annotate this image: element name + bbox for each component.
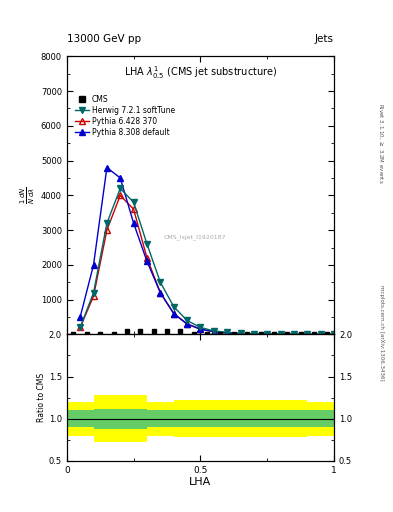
- X-axis label: LHA: LHA: [189, 477, 211, 487]
- Text: CMS_Isjet_I1920187: CMS_Isjet_I1920187: [164, 234, 226, 240]
- Text: Jets: Jets: [315, 33, 334, 44]
- Text: LHA $\lambda^{1}_{0.5}$ (CMS jet substructure): LHA $\lambda^{1}_{0.5}$ (CMS jet substru…: [124, 65, 277, 81]
- Text: 13000 GeV pp: 13000 GeV pp: [67, 33, 141, 44]
- Y-axis label: $\frac{1}{N}\frac{dN}{d\lambda}$: $\frac{1}{N}\frac{dN}{d\lambda}$: [18, 186, 37, 204]
- Text: Rivet 3.1.10, $\geq$ 3.2M events: Rivet 3.1.10, $\geq$ 3.2M events: [377, 103, 385, 184]
- Text: mcplots.cern.ch [arXiv:1306.3436]: mcplots.cern.ch [arXiv:1306.3436]: [379, 285, 384, 380]
- Legend: CMS, Herwig 7.2.1 softTune, Pythia 6.428 370, Pythia 8.308 default: CMS, Herwig 7.2.1 softTune, Pythia 6.428…: [73, 94, 176, 138]
- Y-axis label: Ratio to CMS: Ratio to CMS: [37, 373, 46, 422]
